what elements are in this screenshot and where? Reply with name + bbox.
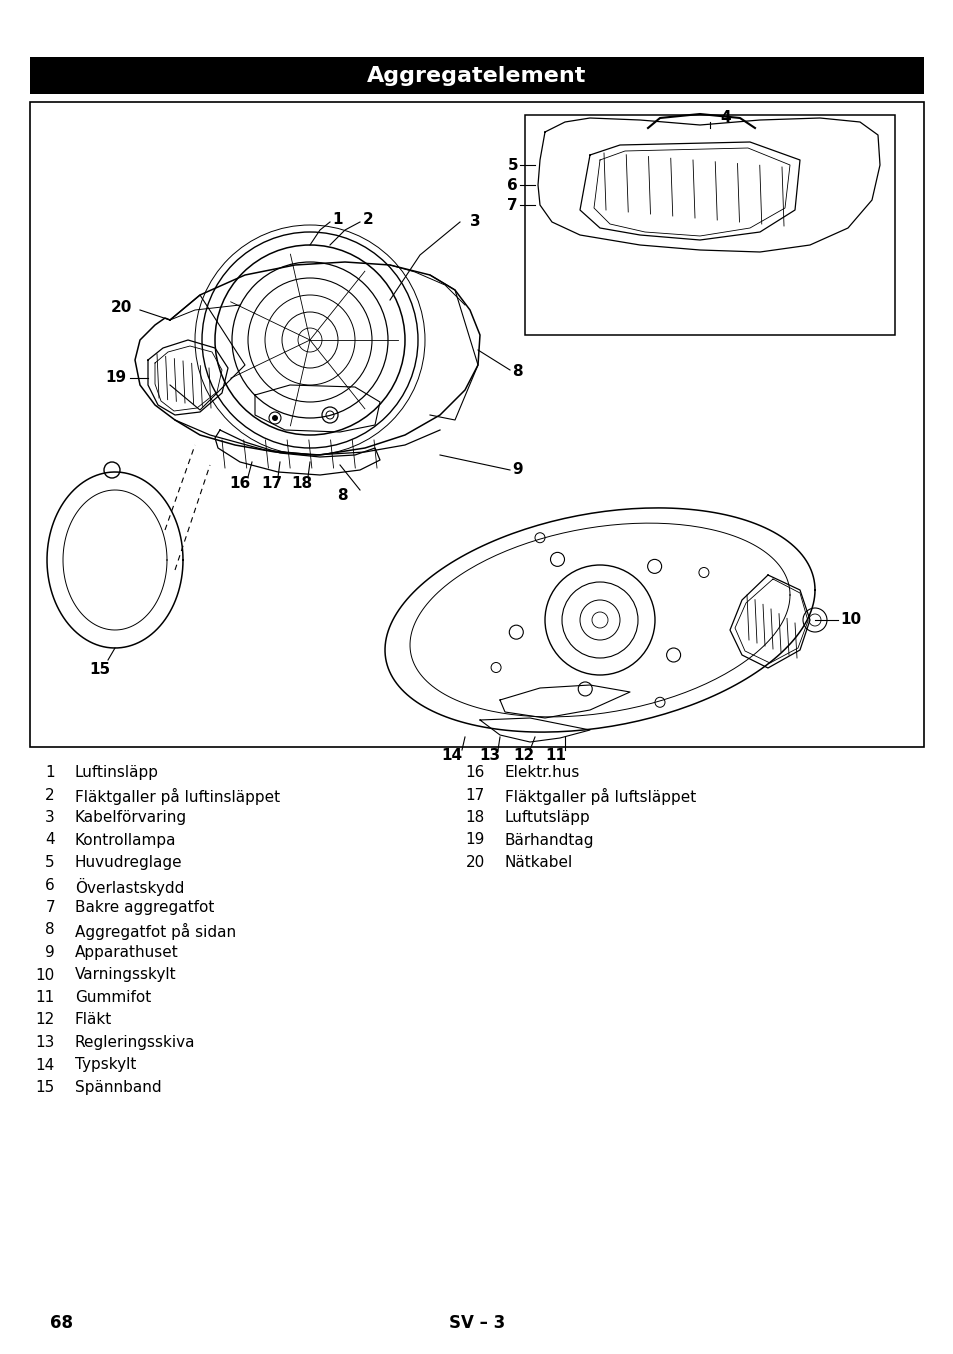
Text: 14: 14	[441, 747, 462, 762]
Text: 11: 11	[35, 990, 55, 1005]
Text: Elektr.hus: Elektr.hus	[504, 765, 579, 780]
Text: Fläktgaller på luftsläppet: Fläktgaller på luftsläppet	[504, 788, 696, 804]
Text: 4: 4	[720, 111, 730, 126]
Text: Luftutsläpp: Luftutsläpp	[504, 810, 590, 825]
Bar	[30, 57, 923, 93]
Text: 10: 10	[840, 612, 861, 627]
Text: 19: 19	[105, 371, 126, 386]
Text: 7: 7	[46, 900, 55, 915]
Text: 16: 16	[229, 475, 251, 490]
Text: 17: 17	[261, 475, 282, 490]
Text: Gummifot: Gummifot	[75, 990, 152, 1005]
Text: 12: 12	[513, 747, 534, 762]
Text: 68: 68	[50, 1313, 73, 1332]
Text: 3: 3	[45, 810, 55, 825]
Text: Överlastskydd: Överlastskydd	[75, 877, 184, 895]
Text: Spännband: Spännband	[75, 1080, 161, 1095]
Text: Nätkabel: Nätkabel	[504, 854, 573, 871]
Text: 15: 15	[90, 662, 111, 677]
Text: 6: 6	[45, 877, 55, 892]
Circle shape	[272, 414, 277, 421]
Text: 5: 5	[46, 854, 55, 871]
Text: Typskylt: Typskylt	[75, 1057, 136, 1072]
Text: Kabelförvaring: Kabelförvaring	[75, 810, 187, 825]
Text: Bärhandtag: Bärhandtag	[504, 833, 594, 848]
Text: 13: 13	[479, 747, 500, 762]
Text: Fläkt: Fläkt	[75, 1013, 112, 1028]
Text: 20: 20	[111, 301, 132, 315]
Text: 14: 14	[35, 1057, 55, 1072]
Text: 8: 8	[46, 922, 55, 937]
Text: Huvudreglage: Huvudreglage	[75, 854, 182, 871]
Text: 17: 17	[465, 788, 484, 803]
Text: 7: 7	[507, 198, 517, 213]
Text: 4: 4	[46, 833, 55, 848]
Text: 9: 9	[45, 945, 55, 960]
Text: 19: 19	[465, 833, 484, 848]
Text: SV – 3: SV – 3	[449, 1313, 504, 1332]
Bar	[524, 115, 894, 334]
Text: 1: 1	[46, 765, 55, 780]
Text: 5: 5	[507, 157, 517, 172]
Text: 3: 3	[470, 214, 480, 229]
Text: 2: 2	[46, 788, 55, 803]
Text: Kontrollampa: Kontrollampa	[75, 833, 176, 848]
Text: 11: 11	[545, 747, 566, 762]
Text: 12: 12	[35, 1013, 55, 1028]
Text: Aggregatfot på sidan: Aggregatfot på sidan	[75, 922, 236, 940]
Text: 20: 20	[465, 854, 484, 871]
Text: Aggregatelement: Aggregatelement	[367, 65, 586, 85]
Text: Regleringsskiva: Regleringsskiva	[75, 1034, 195, 1049]
Text: 18: 18	[291, 475, 313, 490]
Circle shape	[104, 462, 120, 478]
Text: 9: 9	[512, 463, 522, 478]
Text: 13: 13	[35, 1034, 55, 1049]
Text: Luftinsläpp: Luftinsläpp	[75, 765, 159, 780]
Text: 1: 1	[332, 213, 342, 227]
Text: 8: 8	[336, 487, 347, 502]
Text: Fläktgaller på luftinsläppet: Fläktgaller på luftinsläppet	[75, 788, 280, 804]
Text: Varningsskylt: Varningsskylt	[75, 968, 176, 983]
Text: 8: 8	[512, 364, 522, 379]
Text: Bakre aggregatfot: Bakre aggregatfot	[75, 900, 214, 915]
Text: 10: 10	[35, 968, 55, 983]
Text: 15: 15	[35, 1080, 55, 1095]
Text: 16: 16	[465, 765, 484, 780]
Text: 18: 18	[465, 810, 484, 825]
Text: 2: 2	[363, 213, 374, 227]
Text: Apparathuset: Apparathuset	[75, 945, 178, 960]
Bar	[30, 102, 923, 747]
Text: 6: 6	[507, 177, 517, 192]
